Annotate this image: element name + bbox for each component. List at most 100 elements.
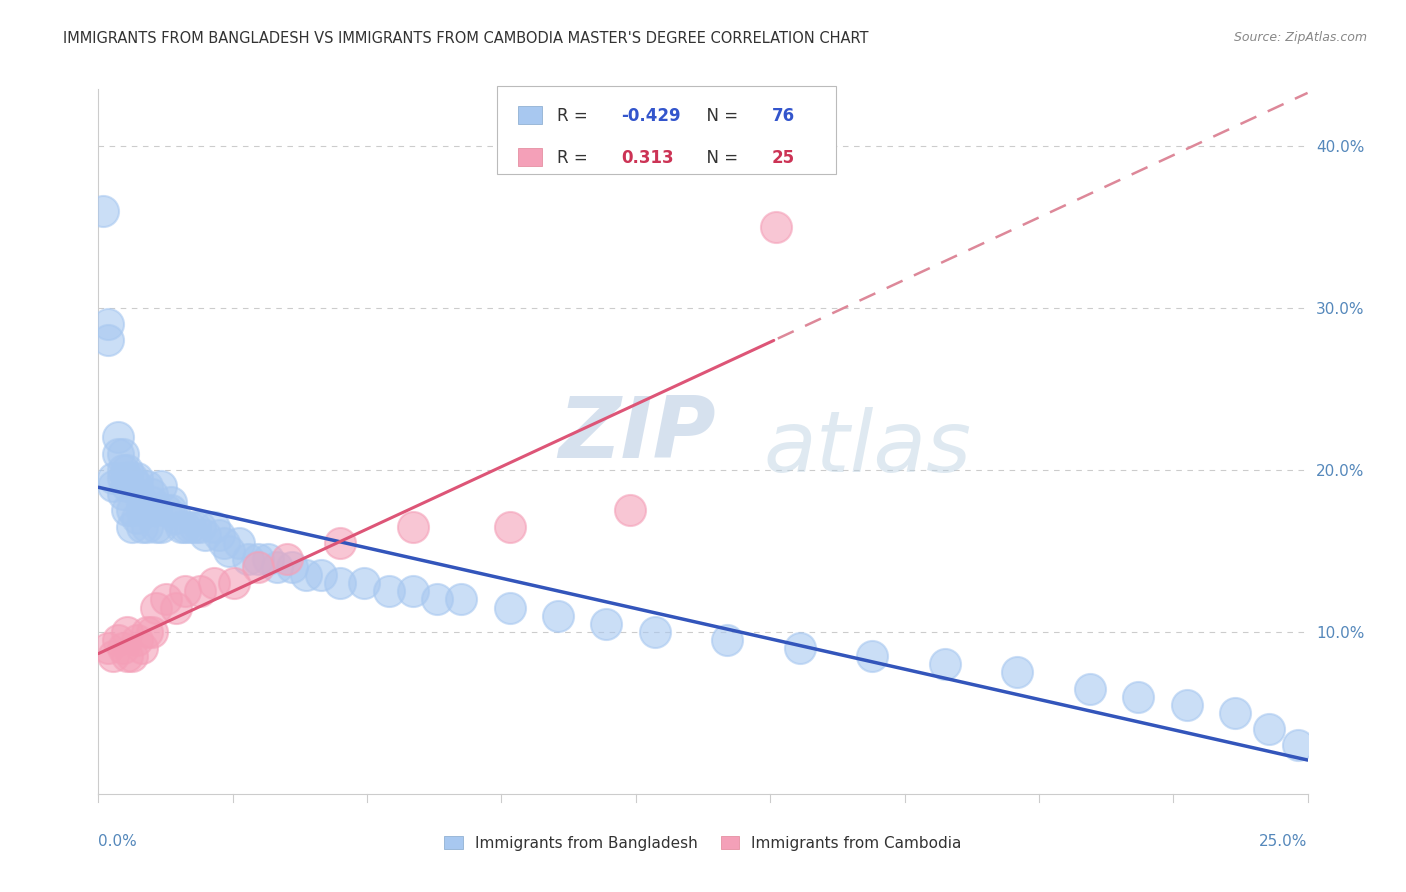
Point [135, 503, 157, 517]
Point [1007, 665, 1029, 680]
Point [97, 333, 120, 347]
Point [127, 479, 149, 493]
Point [238, 552, 260, 566]
Point [765, 219, 787, 234]
Point [644, 624, 666, 639]
Point [377, 584, 399, 599]
Text: -0.429: -0.429 [621, 107, 681, 125]
Point [145, 503, 167, 517]
Point [131, 641, 153, 656]
Point [145, 519, 167, 533]
Text: 76: 76 [772, 107, 794, 125]
FancyBboxPatch shape [517, 106, 543, 124]
Point [121, 503, 143, 517]
Point [117, 463, 139, 477]
Point [1286, 739, 1309, 753]
Point [188, 519, 211, 533]
Point [111, 463, 134, 477]
Point [117, 471, 139, 485]
Point [135, 479, 157, 493]
Point [194, 527, 217, 541]
Y-axis label: Master's Degree: Master's Degree [0, 379, 7, 504]
Point [595, 616, 617, 631]
Point [174, 519, 197, 533]
Text: 0.0%: 0.0% [98, 834, 138, 849]
Point [276, 552, 298, 566]
Text: R =: R = [557, 149, 598, 167]
Point [1175, 698, 1198, 712]
FancyBboxPatch shape [517, 148, 543, 166]
Point [547, 608, 569, 623]
Point [295, 568, 318, 582]
Point [121, 519, 143, 533]
Text: IMMIGRANTS FROM BANGLADESH VS IMMIGRANTS FROM CAMBODIA MASTER'S DEGREE CORRELATI: IMMIGRANTS FROM BANGLADESH VS IMMIGRANTS… [63, 31, 869, 46]
Point [155, 503, 177, 517]
Point [127, 511, 149, 525]
Point [101, 471, 124, 485]
Point [169, 519, 191, 533]
Point [716, 632, 738, 647]
Point [184, 519, 207, 533]
Point [266, 560, 288, 574]
Text: ZIP: ZIP [558, 393, 716, 476]
Point [247, 560, 270, 574]
Point [135, 519, 157, 533]
Point [97, 641, 120, 656]
Point [111, 447, 134, 461]
Point [256, 552, 278, 566]
Point [450, 592, 472, 607]
Point [117, 649, 139, 664]
Point [160, 503, 183, 517]
Point [247, 552, 270, 566]
Point [619, 503, 641, 517]
Point [212, 536, 235, 550]
Text: R =: R = [557, 107, 593, 125]
Point [498, 600, 520, 615]
Point [329, 536, 352, 550]
Point [117, 624, 139, 639]
Point [860, 649, 883, 664]
Point [127, 471, 149, 485]
Point [934, 657, 956, 672]
Point [1128, 690, 1150, 704]
Point [309, 568, 332, 582]
Point [141, 624, 163, 639]
Point [179, 519, 201, 533]
Point [101, 479, 124, 493]
Text: 25: 25 [772, 149, 794, 167]
Text: N =: N = [696, 149, 744, 167]
Point [150, 519, 173, 533]
Point [281, 560, 304, 574]
Point [145, 600, 167, 615]
Point [111, 641, 134, 656]
Point [1257, 722, 1279, 736]
Point [1223, 706, 1246, 720]
Point [402, 584, 425, 599]
FancyBboxPatch shape [498, 86, 837, 174]
Point [121, 649, 143, 664]
Text: atlas: atlas [763, 407, 972, 490]
Point [107, 430, 129, 444]
Point [131, 495, 153, 509]
Point [204, 576, 226, 591]
Point [107, 447, 129, 461]
Point [141, 495, 163, 509]
Legend: Immigrants from Bangladesh, Immigrants from Cambodia: Immigrants from Bangladesh, Immigrants f… [439, 830, 967, 856]
Point [402, 519, 425, 533]
Text: 25.0%: 25.0% [1260, 834, 1308, 849]
Point [117, 479, 139, 493]
Point [111, 471, 134, 485]
Point [101, 649, 124, 664]
Point [97, 317, 120, 331]
Text: Source: ZipAtlas.com: Source: ZipAtlas.com [1233, 31, 1367, 45]
Point [353, 576, 375, 591]
Point [117, 503, 139, 517]
Point [135, 624, 157, 639]
Point [127, 632, 149, 647]
Point [107, 632, 129, 647]
Text: N =: N = [696, 107, 744, 125]
Point [160, 495, 183, 509]
Point [131, 503, 153, 517]
Point [165, 511, 187, 525]
Point [165, 600, 187, 615]
